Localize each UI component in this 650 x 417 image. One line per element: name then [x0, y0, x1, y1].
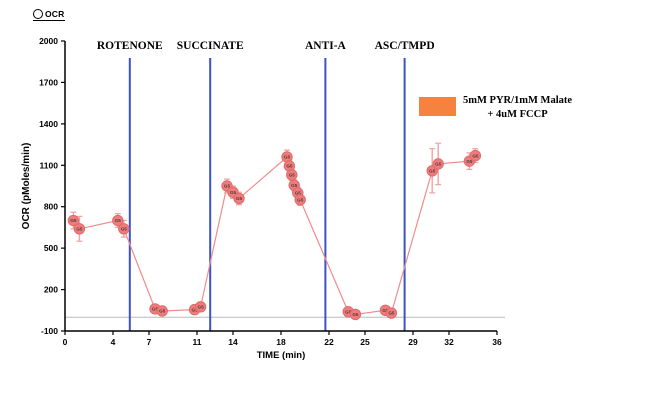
ocr-series-line	[72, 155, 476, 316]
x-tick-label: 32	[444, 337, 454, 347]
y-tick-label: -100	[41, 326, 58, 336]
data-point: G5	[156, 305, 168, 317]
series-marker-icon	[33, 9, 43, 19]
legend-swatch	[419, 97, 456, 116]
x-tick-label: 29	[408, 337, 418, 347]
x-tick-label: 4	[111, 337, 116, 347]
data-point-label: G5	[295, 191, 302, 196]
data-point-label: G5	[230, 190, 237, 195]
x-tick-label: 22	[324, 337, 334, 347]
data-point-label: G5	[291, 183, 298, 188]
y-tick-label: 2000	[39, 36, 58, 46]
x-tick-label: 7	[147, 337, 152, 347]
x-tick-label: 18	[276, 337, 286, 347]
y-tick-label: 1400	[39, 119, 58, 129]
data-point: G5	[67, 214, 80, 227]
data-point-label: G5	[382, 308, 389, 313]
data-point: G5	[349, 308, 362, 321]
data-point: G5	[112, 214, 124, 227]
data-point: G5	[385, 307, 398, 319]
injection-label: ASC/TMPD	[375, 40, 435, 52]
data-point-label: G5	[76, 227, 83, 232]
data-point-label: G5	[121, 227, 128, 232]
data-point-label: G5	[192, 307, 199, 312]
data-point-label: G5	[224, 184, 231, 189]
x-tick-label: 14	[228, 337, 238, 347]
legend-line-2: + 4uM FCCP	[487, 109, 548, 121]
y-tick-label: 800	[44, 202, 58, 212]
data-point-label: G5	[388, 311, 395, 316]
series-toggle-label: OCR	[45, 9, 65, 19]
x-axis-title: TIME (min)	[257, 350, 306, 361]
condition-legend: 5mM PYR/1mM Malate + 4uM FCCP	[419, 94, 572, 122]
data-point-label: G5	[289, 173, 296, 178]
legend-line-1: 5mM PYR/1mM Malate	[463, 95, 573, 106]
data-point: G5	[73, 223, 86, 235]
y-tick-label: 500	[44, 243, 58, 253]
data-point: G5	[286, 169, 298, 181]
data-point-label: G5	[115, 218, 122, 223]
data-point-label: G5	[152, 307, 159, 312]
data-point: G5	[233, 192, 245, 205]
data-point-label: G5	[70, 218, 77, 223]
data-point-label: G5	[297, 198, 304, 203]
data-point-label: G5	[236, 196, 243, 201]
injection-label: ROTENONE	[97, 40, 163, 52]
data-point-label: G5	[352, 312, 359, 317]
x-tick-label: 25	[360, 337, 370, 347]
data-point-label: G5	[198, 305, 205, 310]
legend-text: 5mM PYR/1mM Malate + 4uM FCCP	[463, 94, 572, 122]
y-axis-title: OCR (pMoles/min)	[21, 143, 32, 230]
ocr-series-toggle[interactable]: OCR	[33, 9, 65, 21]
data-point-label: G5	[435, 162, 442, 167]
data-point-label: G5	[159, 309, 166, 314]
x-tick-label: 0	[63, 337, 68, 347]
injection-label: ANTI-A	[305, 40, 347, 52]
data-point-label: G5	[286, 164, 293, 169]
y-tick-label: 1100	[40, 160, 59, 170]
x-tick-label: 36	[492, 337, 502, 347]
data-point-label: G5	[429, 169, 436, 174]
y-tick-label: 200	[44, 285, 58, 295]
data-point: G5	[432, 158, 444, 170]
y-tick-label: 1700	[39, 77, 58, 87]
data-point: G5	[118, 223, 130, 235]
data-point-label: G5	[284, 155, 291, 160]
data-point: G5	[194, 301, 207, 313]
data-point-label: G5	[472, 153, 479, 158]
data-point: G5	[469, 149, 482, 162]
data-point: G5	[294, 194, 306, 206]
injection-label: SUCCINATE	[177, 40, 244, 52]
data-point-label: G5	[345, 309, 352, 314]
x-tick-label: 11	[193, 337, 202, 347]
data-point-label: G5	[466, 159, 473, 164]
